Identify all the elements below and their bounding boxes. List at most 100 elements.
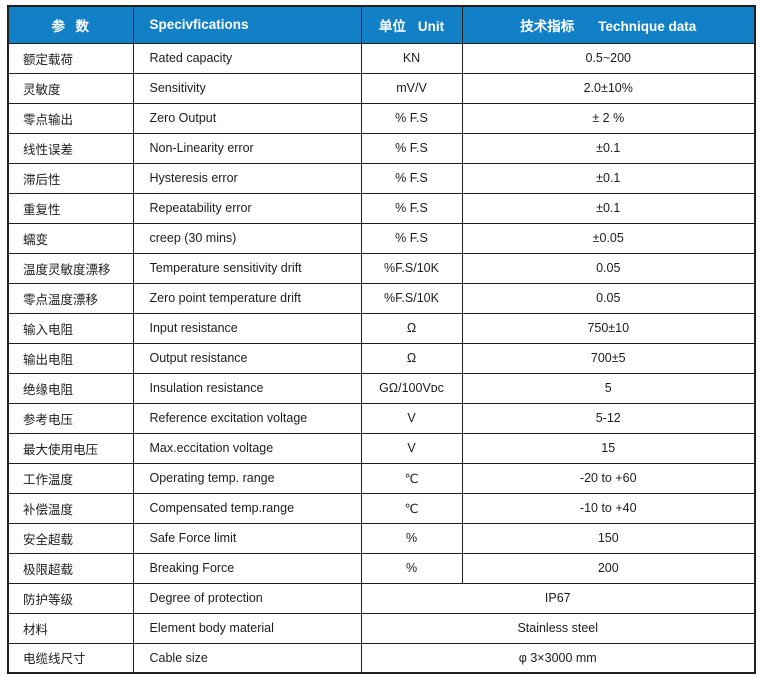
table-row: 材料 Element body material Stainless steel	[7, 612, 756, 644]
parameter-cell: 绝缘电阻	[7, 372, 134, 404]
parameter-cell: 安全超载	[7, 522, 134, 554]
header-technique-data: 技术指标 Technique data	[461, 5, 756, 44]
specification-cell: Temperature sensitivity drift	[132, 252, 362, 284]
value-cell: 0.05	[461, 252, 756, 284]
table-row: 参考电压 Reference excitation voltage V 5-12	[7, 402, 756, 434]
unit-cell: % F.S	[360, 102, 463, 134]
table-row: 补偿温度 Compensated temp.range ℃ -10 to +40	[7, 492, 756, 524]
unit-cell: %	[360, 522, 463, 554]
specification-cell: Operating temp. range	[132, 462, 362, 494]
spec-table-header: 参 数 Specivfications 单位 Unit 技术指标 Technique…	[7, 5, 756, 44]
unit-cell: % F.S	[360, 192, 463, 224]
value-cell: ±0.1	[461, 162, 756, 194]
unit-cell: V	[360, 432, 463, 464]
parameter-cell: 蠕变	[7, 222, 134, 254]
value-cell: ± 2 %	[461, 102, 756, 134]
header-row: 参 数 Specivfications 单位 Unit 技术指标 Technique…	[7, 5, 756, 44]
value-cell: ±0.1	[461, 192, 756, 224]
table-row: 极限超载 Breaking Force % 200	[7, 552, 756, 584]
unit-cell: KN	[360, 42, 463, 74]
value-cell: 0.5~200	[461, 42, 756, 74]
specification-cell: Rated capacity	[132, 42, 362, 74]
parameter-cell: 输出电阻	[7, 342, 134, 374]
parameter-cell: 额定载荷	[7, 42, 134, 74]
parameter-cell: 最大使用电压	[7, 432, 134, 464]
specification-cell: creep (30 mins)	[132, 222, 362, 254]
specification-cell: Cable size	[132, 642, 362, 674]
spec-table-body: 额定载荷 Rated capacity KN 0.5~200 灵敏度 Sensi…	[7, 42, 756, 674]
header-unit-cn: 单位	[378, 18, 406, 34]
specification-cell: Repeatability error	[132, 192, 362, 224]
table-row: 输入电阻 Input resistance Ω 750±10	[7, 312, 756, 344]
specification-cell: Reference excitation voltage	[132, 402, 362, 434]
table-row: 灵敏度 Sensitivity mV/V 2.0±10%	[7, 72, 756, 104]
table-row: 零点温度漂移 Zero point temperature drift %F.S…	[7, 282, 756, 314]
table-row: 线性误差 Non-Linearity error % F.S ±0.1	[7, 132, 756, 164]
value-cell: ±0.1	[461, 132, 756, 164]
specification-cell: Zero point temperature drift	[132, 282, 362, 314]
specification-cell: Zero Output	[132, 102, 362, 134]
value-cell: Stainless steel	[360, 612, 756, 644]
value-cell: -20 to +60	[461, 462, 756, 494]
value-cell: -10 to +40	[461, 492, 756, 524]
unit-cell: % F.S	[360, 162, 463, 194]
parameter-cell: 工作温度	[7, 462, 134, 494]
spec-table: 参 数 Specivfications 单位 Unit 技术指标 Technique…	[7, 5, 756, 674]
table-row: 防护等级 Degree of protection IP67	[7, 582, 756, 614]
parameter-cell: 线性误差	[7, 132, 134, 164]
specification-cell: Insulation resistance	[132, 372, 362, 404]
table-row: 电缆线尺寸 Cable size φ 3×3000 mm	[7, 642, 756, 674]
value-cell: 0.05	[461, 282, 756, 314]
unit-cell: % F.S	[360, 132, 463, 164]
unit-cell: %F.S/10K	[360, 252, 463, 284]
table-row: 额定载荷 Rated capacity KN 0.5~200	[7, 42, 756, 74]
parameter-cell: 滞后性	[7, 162, 134, 194]
specification-cell: Compensated temp.range	[132, 492, 362, 524]
specification-cell: Breaking Force	[132, 552, 362, 584]
unit-cell: V	[360, 402, 463, 434]
header-unit: 单位 Unit	[360, 5, 463, 44]
value-cell: IP67	[360, 582, 756, 614]
unit-cell: ℃	[360, 462, 463, 494]
specification-cell: Max.eccitation voltage	[132, 432, 362, 464]
unit-cell: %	[360, 552, 463, 584]
parameter-cell: 补偿温度	[7, 492, 134, 524]
header-technique-cn: 技术指标	[520, 18, 575, 34]
value-cell: 150	[461, 522, 756, 554]
parameter-cell: 参考电压	[7, 402, 134, 434]
value-cell: 5	[461, 372, 756, 404]
value-cell: 750±10	[461, 312, 756, 344]
table-row: 重复性 Repeatability error % F.S ±0.1	[7, 192, 756, 224]
table-row: 温度灵敏度漂移 Temperature sensitivity drift %F…	[7, 252, 756, 284]
header-parameter-cn: 参 数	[51, 18, 90, 34]
parameter-cell: 零点温度漂移	[7, 282, 134, 314]
parameter-cell: 重复性	[7, 192, 134, 224]
value-cell: 700±5	[461, 342, 756, 374]
unit-cell: % F.S	[360, 222, 463, 254]
parameter-cell: 温度灵敏度漂移	[7, 252, 134, 284]
parameter-cell: 零点输出	[7, 102, 134, 134]
parameter-cell: 输入电阻	[7, 312, 134, 344]
table-row: 输出电阻 Output resistance Ω 700±5	[7, 342, 756, 374]
value-cell: 200	[461, 552, 756, 584]
table-row: 滞后性 Hysteresis error % F.S ±0.1	[7, 162, 756, 194]
value-cell: φ 3×3000 mm	[360, 642, 756, 674]
parameter-cell: 极限超载	[7, 552, 134, 584]
specification-cell: Element body material	[132, 612, 362, 644]
specification-cell: Output resistance	[132, 342, 362, 374]
unit-cell: Ω	[360, 342, 463, 374]
value-cell: 15	[461, 432, 756, 464]
specification-cell: Safe Force limit	[132, 522, 362, 554]
header-specifications: Specivfications	[132, 5, 362, 44]
value-cell: 5-12	[461, 402, 756, 434]
unit-cell: ℃	[360, 492, 463, 524]
table-row: 工作温度 Operating temp. range ℃ -20 to +60	[7, 462, 756, 494]
table-row: 安全超载 Safe Force limit % 150	[7, 522, 756, 554]
specification-cell: Degree of protection	[132, 582, 362, 614]
value-cell: ±0.05	[461, 222, 756, 254]
table-row: 零点输出 Zero Output % F.S ± 2 %	[7, 102, 756, 134]
unit-cell: Ω	[360, 312, 463, 344]
specification-cell: Input resistance	[132, 312, 362, 344]
header-specifications-en: Specivfications	[149, 17, 249, 33]
